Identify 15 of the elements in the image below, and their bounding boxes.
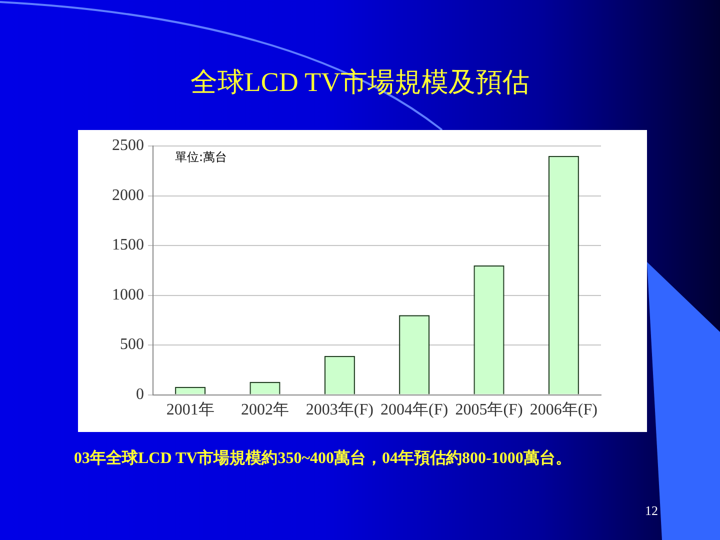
x-tick-label: 2004年(F)	[380, 402, 448, 419]
y-tick-label: 0	[136, 386, 144, 404]
y-tick-label: 1500	[112, 236, 144, 254]
x-tick-label: 2002年	[241, 402, 289, 419]
x-tick-label: 2006年(F)	[530, 402, 598, 419]
y-axis-title: 單位:萬台	[175, 150, 228, 164]
text: 12	[645, 503, 658, 519]
x-tick-label: 2001年	[166, 402, 214, 419]
y-tick-label: 1000	[112, 286, 144, 304]
y-tick-label: 2500	[112, 137, 144, 154]
y-tick-label: 500	[120, 336, 144, 354]
y-tick-label: 2000	[112, 186, 144, 204]
text: 03年全球LCD TV市場規模約350~400萬台，04年預估約800-1000萬台。	[74, 448, 572, 469]
x-tick-label: 2003年(F)	[306, 402, 374, 419]
x-tick-label: 2005年(F)	[455, 402, 523, 419]
